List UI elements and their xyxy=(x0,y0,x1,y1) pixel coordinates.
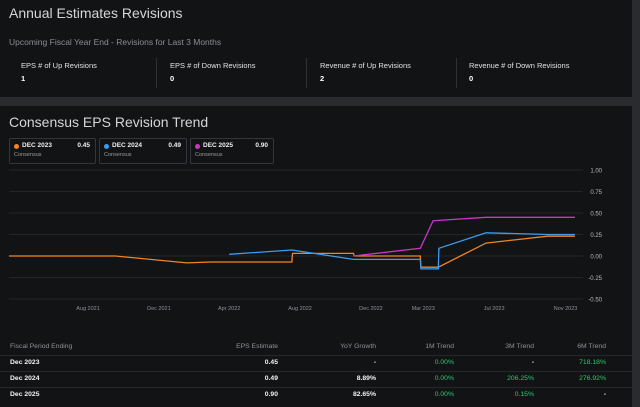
x-tick-label: Dec 2022 xyxy=(359,306,383,312)
cell-yoy: 8.89% xyxy=(356,375,376,382)
legend-sub: Consensus xyxy=(14,152,42,158)
eps-trend-chart: 1.00 0.75 0.50 0.25 0.00 -0.25 -0.50 Aug 2021 De… xyxy=(9,169,603,312)
x-tick-label: Jul 2023 xyxy=(484,306,505,312)
y-tick-label: -0.50 xyxy=(588,298,602,304)
header-eps: EPS Estimate xyxy=(236,343,278,350)
summary-value: 1 xyxy=(21,74,26,83)
table-header-row: Fiscal Period Ending EPS Estimate YoY Gr… xyxy=(0,339,632,355)
cell-6m: - xyxy=(603,391,606,398)
summary-value: 0 xyxy=(469,74,474,83)
header-1m: 1M Trend xyxy=(425,343,454,350)
x-tick-label: Dec 2021 xyxy=(147,306,171,312)
legend-dec-2025[interactable]: DEC 2025 0.90 Consensus xyxy=(190,138,274,164)
summary-value: 2 xyxy=(320,74,325,83)
cell-yoy: - xyxy=(373,359,376,366)
y-tick-label: 0.25 xyxy=(590,233,602,239)
table-row: Dec 2024 0.49 8.89% 0.00% 206.25% 276.92… xyxy=(0,371,632,387)
legend-sub: Consensus xyxy=(195,152,223,158)
legend-dec-2023[interactable]: DEC 2023 0.45 Consensus xyxy=(9,138,96,164)
legend-sub: Consensus xyxy=(104,152,132,158)
header-3m: 3M Trend xyxy=(505,343,534,350)
cell-1m: 0.00% xyxy=(434,359,454,366)
legend-dot-icon xyxy=(195,144,200,149)
cell-3m: - xyxy=(531,359,534,366)
divider xyxy=(0,371,632,372)
divider xyxy=(456,58,457,88)
trend-title: Consensus EPS Revision Trend xyxy=(9,114,209,130)
x-tick-label: Apr 2022 xyxy=(218,306,240,312)
y-tick-label: 1.00 xyxy=(590,169,602,175)
table-row: Dec 2023 0.45 - 0.00% - 718.18% xyxy=(0,355,632,371)
y-tick-label: 0.00 xyxy=(590,255,602,261)
legend-name: DEC 2025 xyxy=(203,142,233,149)
divider xyxy=(0,355,632,356)
header-6m: 6M Trend xyxy=(577,343,606,350)
summary-value: 0 xyxy=(170,74,175,83)
cell-6m: 276.92% xyxy=(579,375,606,382)
legend-value: 0.90 xyxy=(255,142,268,149)
summary-label: EPS # of Down Revisions xyxy=(170,61,256,70)
series-line xyxy=(9,235,575,268)
eps-revision-trend-panel: Consensus EPS Revision Trend DEC 2023 0.… xyxy=(0,106,632,407)
summary-label: EPS # of Up Revisions xyxy=(21,61,97,70)
series-line xyxy=(353,216,575,257)
y-tick-label: 0.50 xyxy=(590,212,602,218)
cell-period: Dec 2025 xyxy=(10,391,40,398)
legend-value: 0.45 xyxy=(77,142,90,149)
legend-dot-icon xyxy=(14,144,19,149)
legend-value: 0.49 xyxy=(168,142,181,149)
divider xyxy=(156,58,157,88)
x-tick-label: Aug 2022 xyxy=(288,306,312,312)
annual-title: Annual Estimates Revisions xyxy=(9,5,183,21)
summary-label: Revenue # of Up Revisions xyxy=(320,61,411,70)
x-tick-label: Aug 2021 xyxy=(76,306,100,312)
series-line xyxy=(229,232,575,270)
cell-eps: 0.45 xyxy=(264,359,278,366)
y-tick-label: 0.75 xyxy=(590,190,602,196)
cell-3m: 206.25% xyxy=(507,375,534,382)
table-row: Dec 2025 0.90 82.65% 0.00% 0.15% - xyxy=(0,387,632,403)
annual-estimates-panel: Annual Estimates Revisions Upcoming Fisc… xyxy=(0,0,632,97)
cell-eps: 0.90 xyxy=(264,391,278,398)
cell-eps: 0.49 xyxy=(264,375,278,382)
legend-dot-icon xyxy=(104,144,109,149)
revision-summary: EPS # of Up Revisions 1 EPS # of Down Re… xyxy=(0,58,632,88)
legend-name: DEC 2024 xyxy=(112,142,142,149)
legend-dec-2024[interactable]: DEC 2024 0.49 Consensus xyxy=(99,138,187,164)
divider xyxy=(306,58,307,88)
cell-3m: 0.15% xyxy=(514,391,534,398)
cell-6m: 718.18% xyxy=(579,359,606,366)
legend-name: DEC 2023 xyxy=(22,142,52,149)
header-period: Fiscal Period Ending xyxy=(10,343,73,350)
summary-label: Revenue # of Down Revisions xyxy=(469,61,570,70)
cell-1m: 0.00% xyxy=(434,375,454,382)
annual-subtitle: Upcoming Fiscal Year End - Revisions for… xyxy=(9,37,222,47)
cell-yoy: 82.65% xyxy=(352,391,376,398)
x-tick-label: Nov 2023 xyxy=(554,306,578,312)
header-yoy: YoY Growth xyxy=(340,343,376,350)
cell-period: Dec 2024 xyxy=(10,375,40,382)
x-tick-label: Mar 2023 xyxy=(412,306,435,312)
cell-period: Dec 2023 xyxy=(10,359,40,366)
y-tick-label: -0.25 xyxy=(588,276,602,282)
divider xyxy=(0,387,632,388)
cell-1m: 0.00% xyxy=(434,391,454,398)
